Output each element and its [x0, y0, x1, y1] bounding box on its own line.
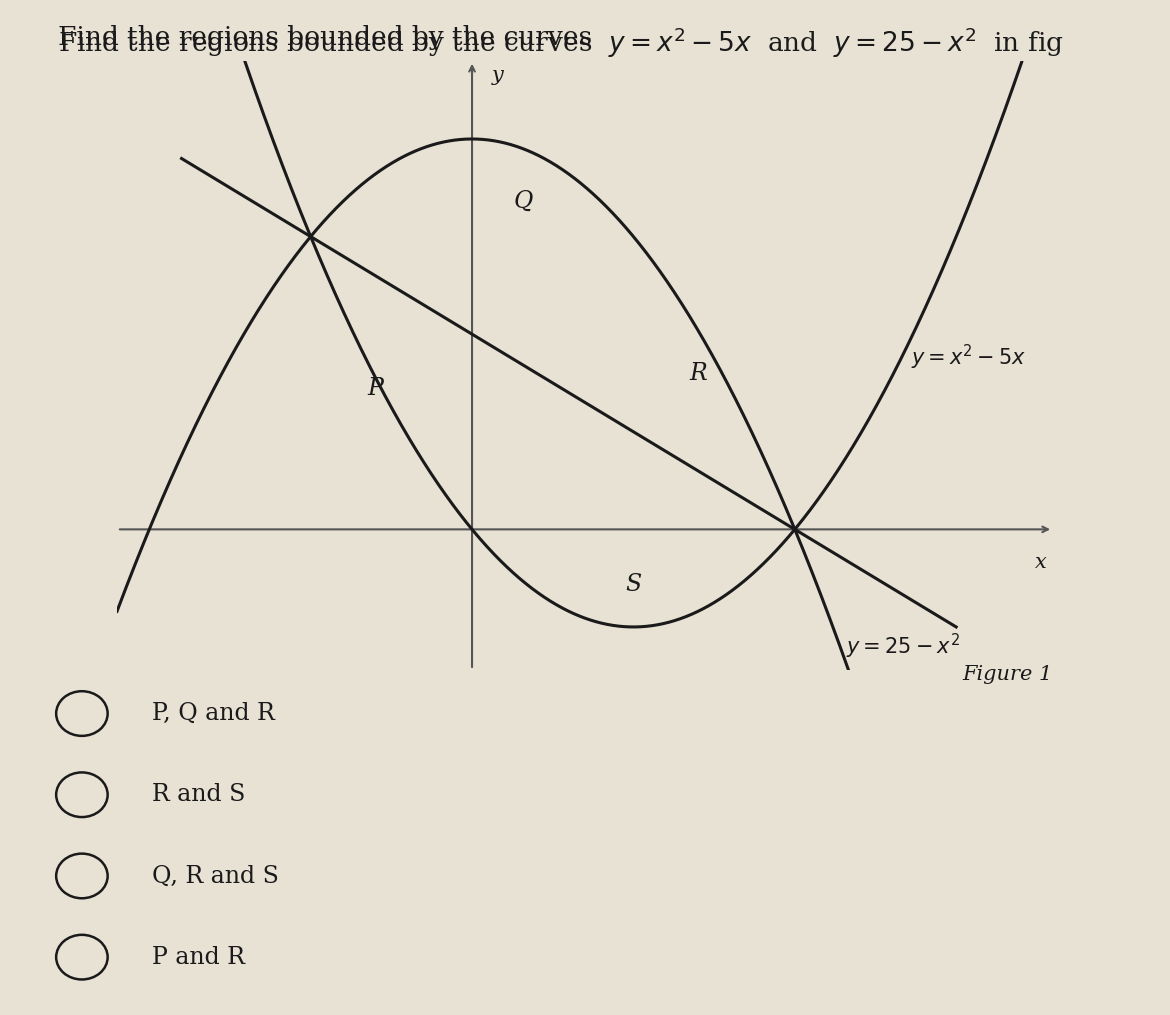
Text: $y = x^2 - 5x$: $y = x^2 - 5x$ [911, 343, 1026, 373]
Text: $y = 25 - x^2$: $y = 25 - x^2$ [846, 632, 961, 661]
Text: x: x [1034, 553, 1046, 571]
Text: P: P [367, 378, 383, 400]
Text: R: R [689, 361, 707, 385]
Text: Figure 1: Figure 1 [963, 665, 1053, 684]
Text: y: y [491, 66, 503, 84]
Text: S: S [625, 572, 641, 596]
Text: P and R: P and R [152, 946, 245, 968]
Text: P, Q and R: P, Q and R [152, 702, 275, 725]
Text: Q, R and S: Q, R and S [152, 865, 278, 887]
Text: Find the regions bounded by the curves: Find the regions bounded by the curves [58, 25, 610, 51]
Text: Find the regions bounded by the curves  $y=x^2-5x$  and  $y=25-x^2$  in fig: Find the regions bounded by the curves $… [58, 25, 1065, 60]
Text: R and S: R and S [152, 784, 246, 806]
Text: Q: Q [514, 190, 534, 213]
